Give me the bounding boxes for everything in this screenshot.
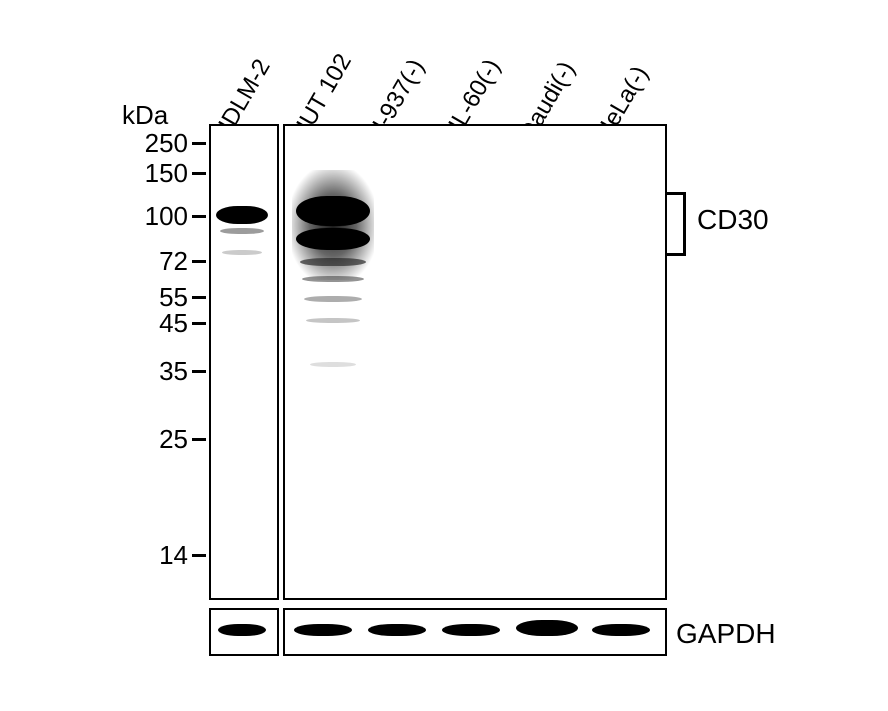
mw-tick — [192, 215, 206, 218]
band — [310, 362, 356, 367]
band — [302, 276, 364, 282]
band — [216, 206, 268, 224]
mw-marker: 150 — [118, 158, 188, 189]
gapdh-band — [516, 620, 578, 636]
mw-marker: 72 — [118, 246, 188, 277]
mw-tick — [192, 296, 206, 299]
mw-marker: 35 — [118, 356, 188, 387]
mw-marker: 25 — [118, 424, 188, 455]
mw-tick — [192, 438, 206, 441]
mw-tick — [192, 554, 206, 557]
mw-marker: 14 — [118, 540, 188, 571]
mw-marker: 45 — [118, 308, 188, 339]
gapdh-band — [442, 624, 500, 636]
gapdh-label: GAPDH — [676, 618, 776, 650]
band — [300, 258, 366, 266]
cd30-label: CD30 — [697, 204, 769, 236]
kda-unit-label: kDa — [122, 100, 168, 131]
mw-tick — [192, 260, 206, 263]
band — [296, 228, 370, 250]
mw-marker: 250 — [118, 128, 188, 159]
mw-tick — [192, 172, 206, 175]
band — [220, 228, 264, 234]
band — [222, 250, 262, 255]
band — [306, 318, 360, 323]
band — [304, 296, 362, 302]
mw-marker: 100 — [118, 201, 188, 232]
blot-box-main-left — [209, 124, 279, 600]
mw-tick — [192, 142, 206, 145]
gapdh-band — [592, 624, 650, 636]
gapdh-band — [368, 624, 426, 636]
gapdh-band — [294, 624, 352, 636]
western-blot-figure: kDa HDLM-2 HUT 102 U-937(-) HL-60(-) Dau… — [0, 0, 888, 711]
mw-tick — [192, 322, 206, 325]
band — [296, 196, 370, 226]
mw-tick — [192, 370, 206, 373]
gapdh-band — [218, 624, 266, 636]
cd30-bracket — [667, 192, 686, 256]
